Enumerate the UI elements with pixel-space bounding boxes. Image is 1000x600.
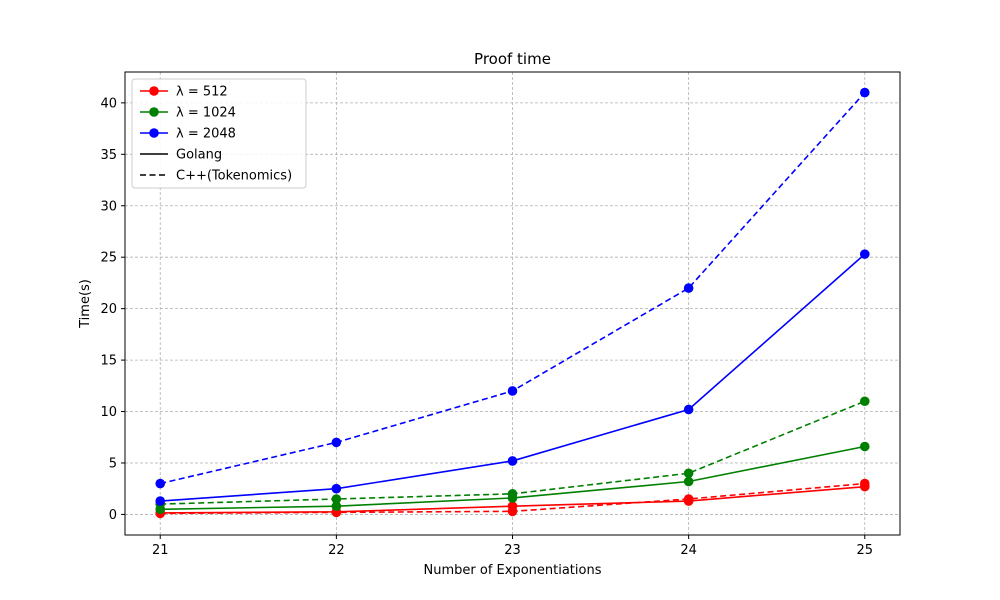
- legend-marker: [149, 107, 159, 117]
- y-tick-label: 35: [100, 148, 117, 163]
- legend-label: λ = 1024: [176, 106, 236, 121]
- data-point: [859, 87, 870, 98]
- x-tick-label: 25: [856, 543, 873, 558]
- data-point: [683, 494, 694, 504]
- legend-label: λ = 512: [176, 85, 228, 100]
- data-point: [683, 404, 694, 415]
- data-point: [507, 456, 518, 466]
- data-point: [859, 441, 870, 452]
- y-tick-label: 30: [100, 199, 117, 214]
- legend-marker: [149, 86, 159, 96]
- y-tick-label: 20: [100, 302, 117, 317]
- data-point: [331, 494, 342, 504]
- chart-title: Proof time: [474, 50, 551, 68]
- legend: λ = 512 λ = 1024 λ = 2048 Golang C++(Tokenom…: [131, 78, 307, 189]
- legend-label: λ = 2048: [176, 127, 236, 142]
- legend-marker: [149, 128, 159, 138]
- data-point: [331, 437, 342, 448]
- data-point: [683, 476, 694, 487]
- y-tick-label: 25: [100, 251, 117, 266]
- y-tick-label: 5: [109, 456, 117, 471]
- data-point: [859, 249, 870, 259]
- data-point: [331, 483, 342, 494]
- legend-label: C++(Tokenomics): [176, 169, 292, 184]
- y-tick-label: 40: [100, 96, 117, 111]
- x-tick-label: 24: [680, 543, 697, 558]
- data-point: [507, 489, 518, 499]
- y-axis-label: Time(s): [78, 279, 93, 329]
- y-axis: 0 5 10 15 20 25 30 35 40: [100, 96, 125, 523]
- x-tick-label: 22: [328, 543, 345, 558]
- x-axis: 21 22 23 24 25: [152, 535, 873, 558]
- y-tick-label: 10: [100, 405, 117, 420]
- data-point: [507, 386, 518, 396]
- data-point: [683, 283, 694, 293]
- x-tick-label: 23: [504, 543, 521, 558]
- data-point: [155, 496, 166, 506]
- legend-box: [131, 78, 307, 189]
- legend-label: Golang: [176, 148, 222, 163]
- data-point: [507, 506, 518, 517]
- x-axis-label: Number of Exponentiations: [424, 563, 602, 578]
- data-point: [331, 501, 342, 511]
- x-tick-label: 21: [152, 543, 169, 558]
- data-point: [155, 478, 166, 489]
- data-point: [859, 396, 870, 407]
- series-layer: [155, 87, 870, 519]
- data-point: [683, 468, 694, 479]
- y-tick-label: 15: [100, 354, 117, 369]
- y-tick-label: 0: [109, 508, 117, 523]
- data-point: [859, 478, 870, 489]
